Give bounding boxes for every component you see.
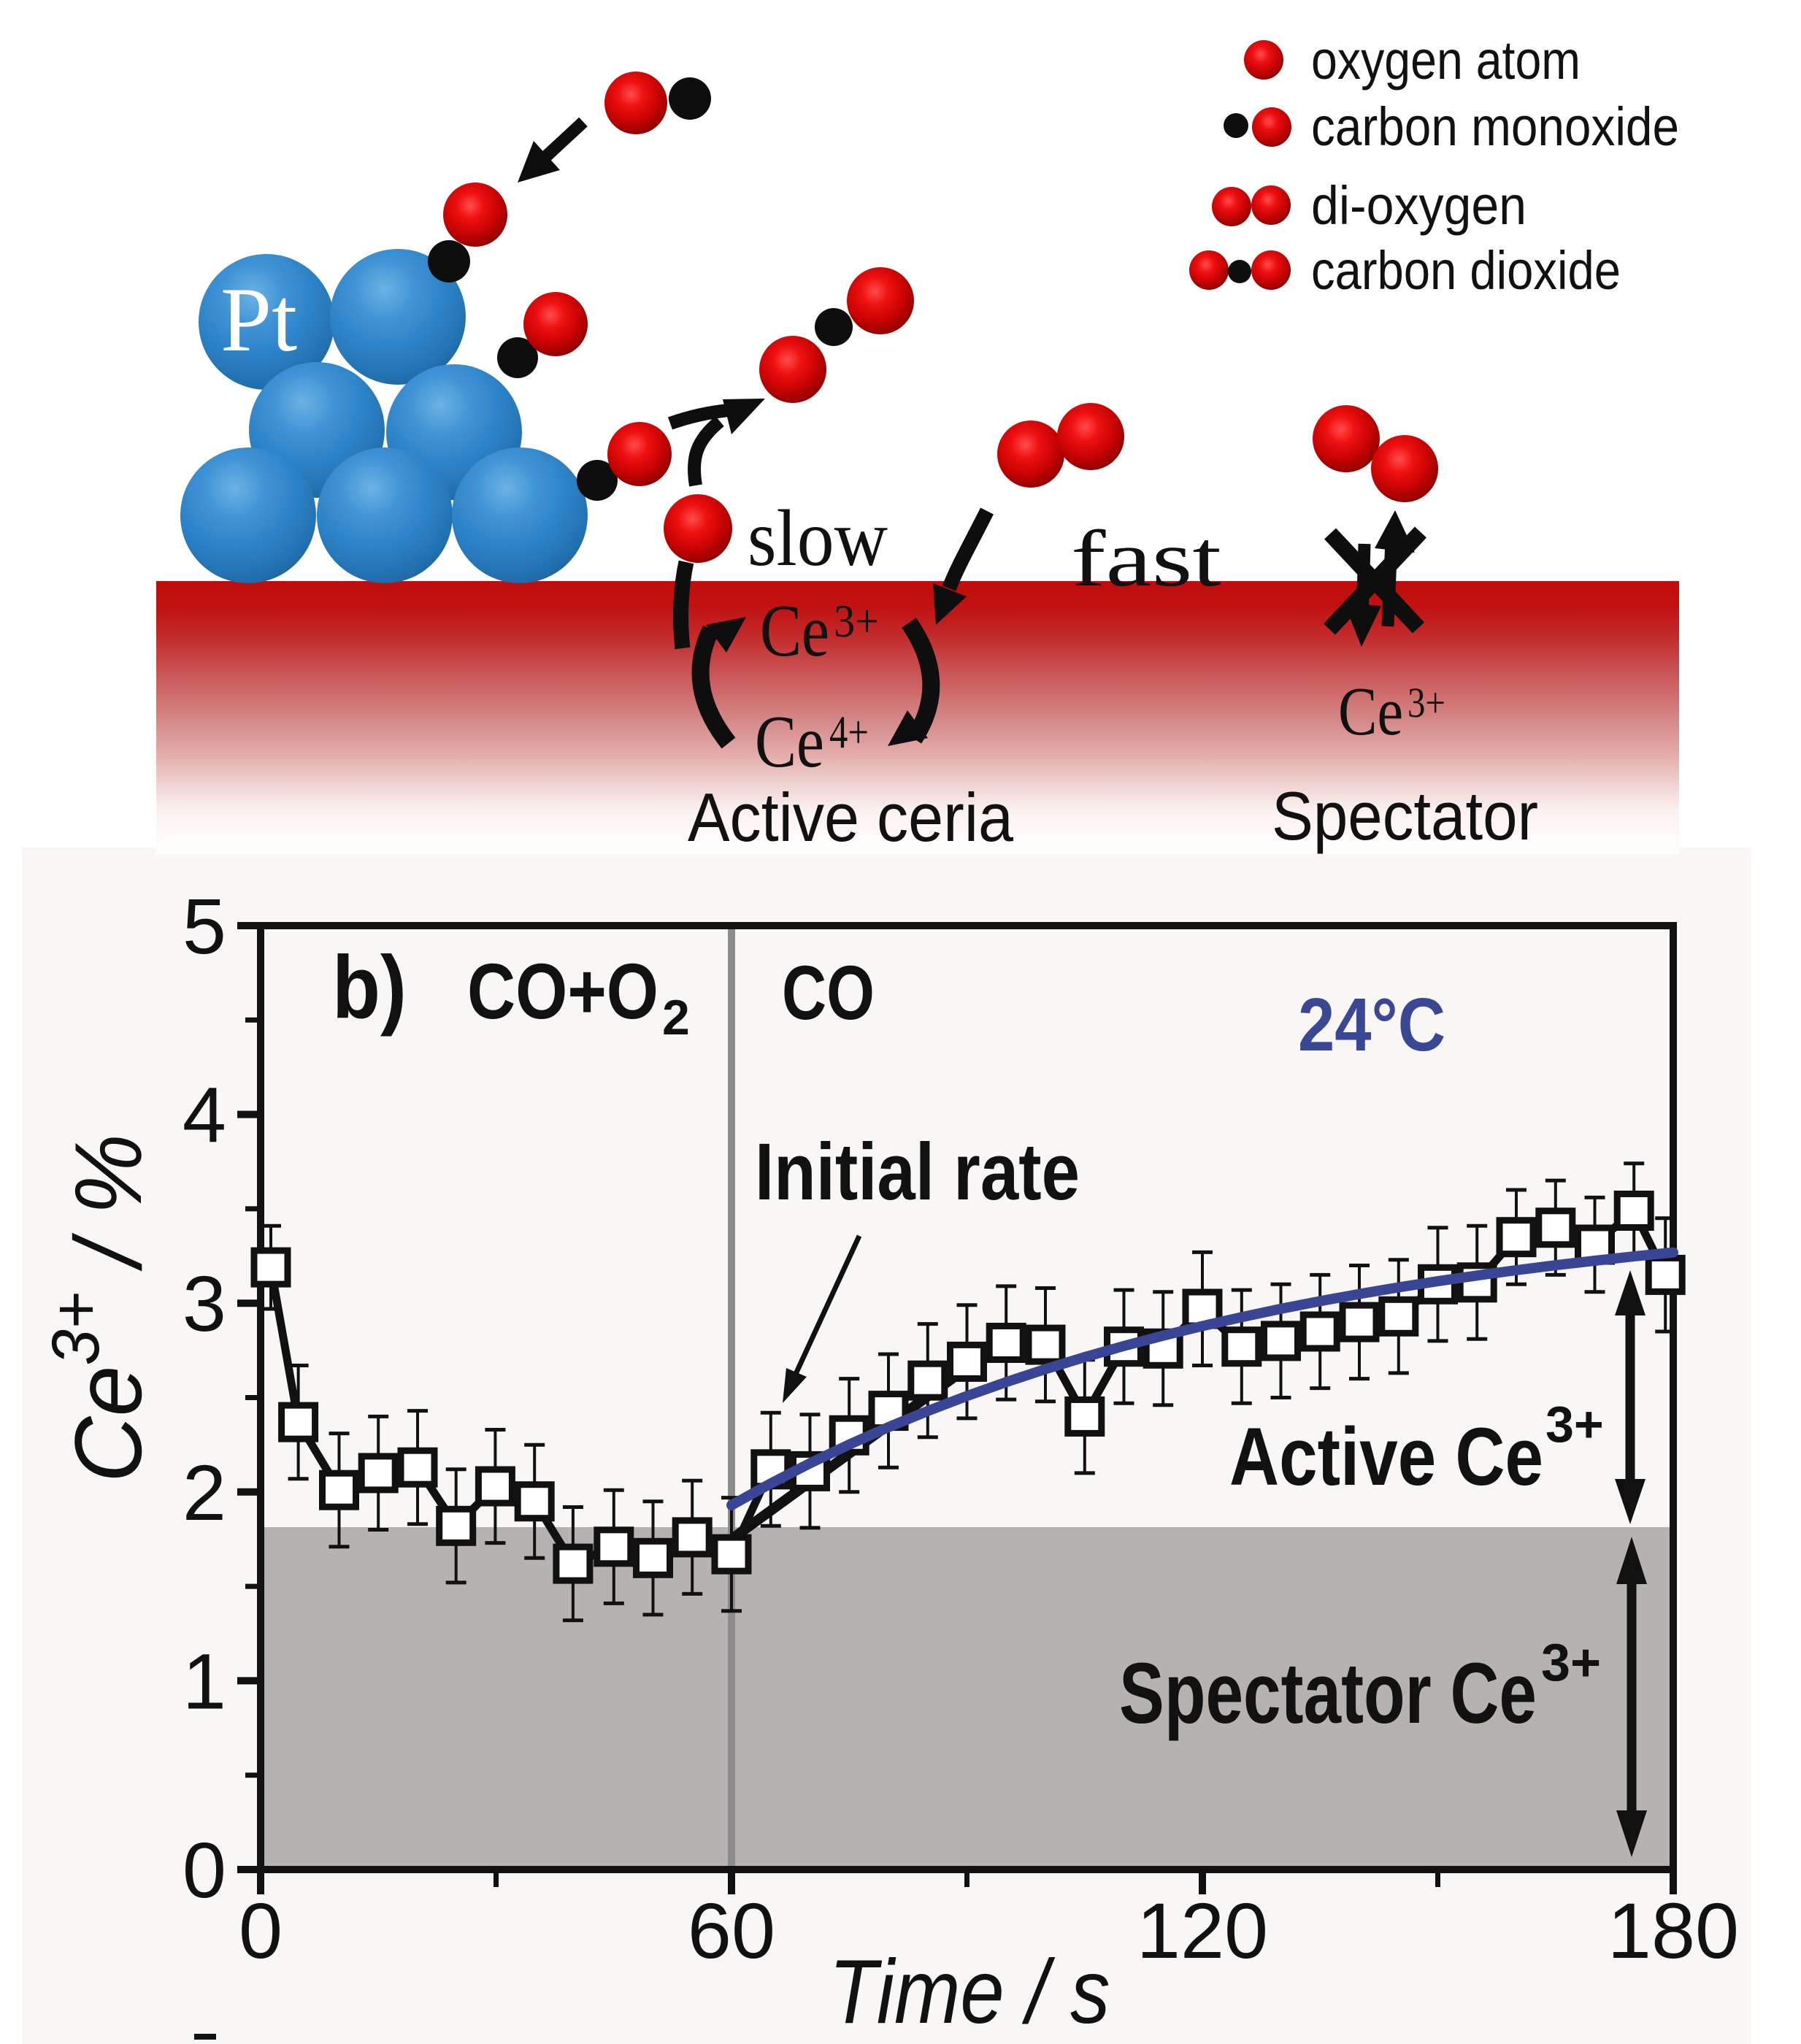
svg-text:Spectator Ce: Spectator Ce (1119, 1645, 1537, 1742)
svg-text:180: 180 (1608, 1886, 1739, 1975)
svg-text:CO: CO (782, 950, 875, 1036)
svg-text:oxygen atom: oxygen atom (1311, 30, 1581, 91)
svg-text:Time / s: Time / s (829, 1942, 1110, 2043)
svg-text:5: 5 (183, 882, 226, 970)
svg-text:120: 120 (1137, 1886, 1268, 1975)
svg-text:fast: fast (1071, 514, 1221, 603)
svg-text:Ce: Ce (755, 701, 824, 783)
svg-text:Spectator: Spectator (1272, 777, 1538, 854)
svg-text:CO+O: CO+O (467, 947, 658, 1035)
svg-text:2: 2 (183, 1448, 226, 1537)
svg-text:Ce: Ce (1338, 674, 1403, 750)
svg-text:b): b) (332, 937, 407, 1037)
svg-text:60: 60 (688, 1886, 775, 1975)
svg-text:Ce3+ / %: Ce3+ / % (39, 1134, 161, 1483)
svg-text:0: 0 (239, 1886, 283, 1975)
svg-text:slow: slow (748, 493, 888, 583)
svg-text:Active ceria: Active ceria (688, 779, 1014, 856)
svg-text:3+: 3+ (1408, 679, 1445, 726)
svg-text:3+: 3+ (834, 595, 879, 647)
svg-text:Pt: Pt (220, 269, 297, 371)
svg-text:Ce: Ce (760, 590, 829, 672)
svg-text:24°C: 24°C (1298, 983, 1445, 1067)
svg-text:carbon dioxide: carbon dioxide (1311, 240, 1621, 301)
svg-text:4+: 4+ (829, 706, 869, 758)
svg-text:0: 0 (183, 1826, 226, 1914)
svg-text:3+: 3+ (1545, 1396, 1604, 1453)
svg-text:2: 2 (662, 990, 690, 1045)
svg-text:di-oxygen: di-oxygen (1311, 175, 1527, 236)
svg-text:carbon monoxide: carbon monoxide (1311, 96, 1679, 157)
svg-text:4: 4 (183, 1071, 226, 1159)
svg-text:3: 3 (183, 1259, 226, 1348)
svg-text:1: 1 (183, 1637, 226, 1725)
svg-text:Initial rate: Initial rate (755, 1127, 1080, 1217)
svg-text:Active Ce: Active Ce (1229, 1411, 1543, 1502)
svg-text:3+: 3+ (1541, 1634, 1601, 1692)
